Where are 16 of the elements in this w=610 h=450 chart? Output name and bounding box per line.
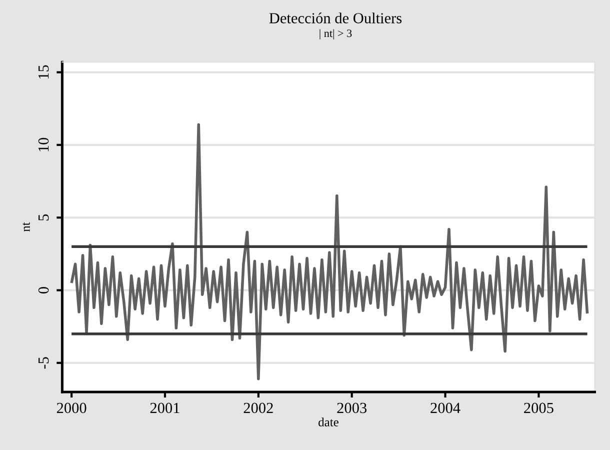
x-tick-label: 2001	[150, 402, 180, 414]
y-tick-label: 10	[38, 138, 49, 152]
line-series	[70, 123, 589, 380]
y-tick-label: 5	[38, 214, 49, 221]
y-tick-label: -5	[38, 357, 49, 369]
x-tick-label: 2002	[244, 402, 273, 414]
x-tick-label: 2003	[337, 402, 367, 414]
x-tick-label: 2004	[430, 402, 460, 414]
chart-title: Detección de Oultiers	[269, 12, 402, 24]
x-tick-label: 2000	[56, 402, 86, 414]
y-tick-label: 0	[38, 286, 49, 294]
x-axis-title: date	[318, 418, 338, 426]
y-axis-title: nt	[22, 222, 30, 232]
x-tick-label: 2005	[524, 402, 554, 414]
y-tick-label: 15	[38, 65, 49, 79]
chart-subtitle: | nt| > 3	[320, 29, 352, 40]
